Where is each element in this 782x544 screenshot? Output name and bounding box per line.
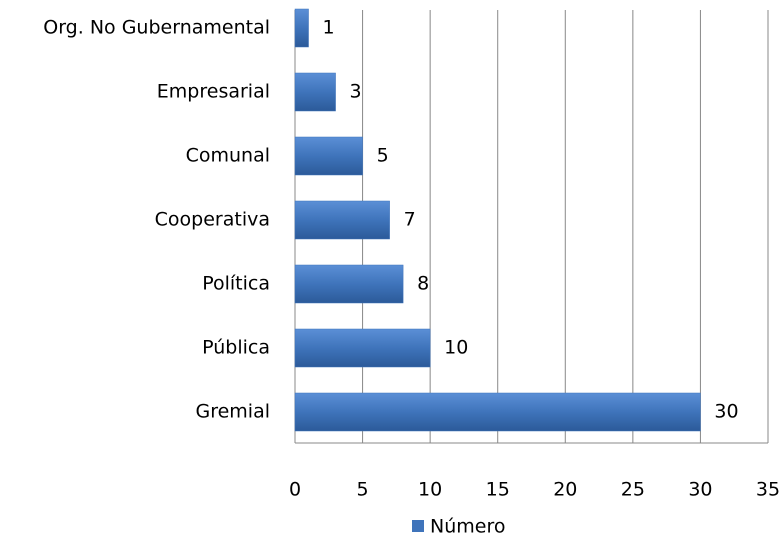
y-tick-label: Cooperativa: [155, 209, 270, 231]
x-tick-label: 10: [418, 479, 442, 501]
bar: [294, 136, 363, 176]
bar: [294, 392, 701, 432]
y-tick-label: Org. No Gubernamental: [43, 17, 270, 39]
y-tick-label: Comunal: [186, 145, 270, 167]
y-tick-label: Empresarial: [157, 81, 270, 103]
bar: [294, 200, 390, 240]
x-tick-label: 5: [357, 479, 369, 501]
data-label: 7: [404, 209, 416, 231]
data-label: 3: [350, 81, 362, 103]
y-tick-label: Gremial: [195, 401, 270, 423]
y-tick-label: Pública: [202, 337, 270, 359]
x-tick-label: 30: [688, 479, 712, 501]
y-tick-label: Política: [202, 273, 270, 295]
legend-swatch: [412, 520, 424, 532]
data-label: 8: [417, 273, 429, 295]
bar: [294, 264, 404, 304]
data-label: 1: [323, 17, 335, 39]
bar: [294, 8, 309, 48]
bar: [294, 328, 431, 368]
x-tick-label: 15: [486, 479, 510, 501]
x-tick-label: 20: [553, 479, 577, 501]
data-label: 10: [444, 337, 468, 359]
data-label: 5: [377, 145, 389, 167]
data-label: 30: [714, 401, 738, 423]
x-tick-label: 0: [289, 479, 301, 501]
legend-label: Número: [430, 516, 505, 538]
x-tick-label: 25: [621, 479, 645, 501]
x-tick-label: 35: [756, 479, 780, 501]
bar: [294, 72, 336, 112]
